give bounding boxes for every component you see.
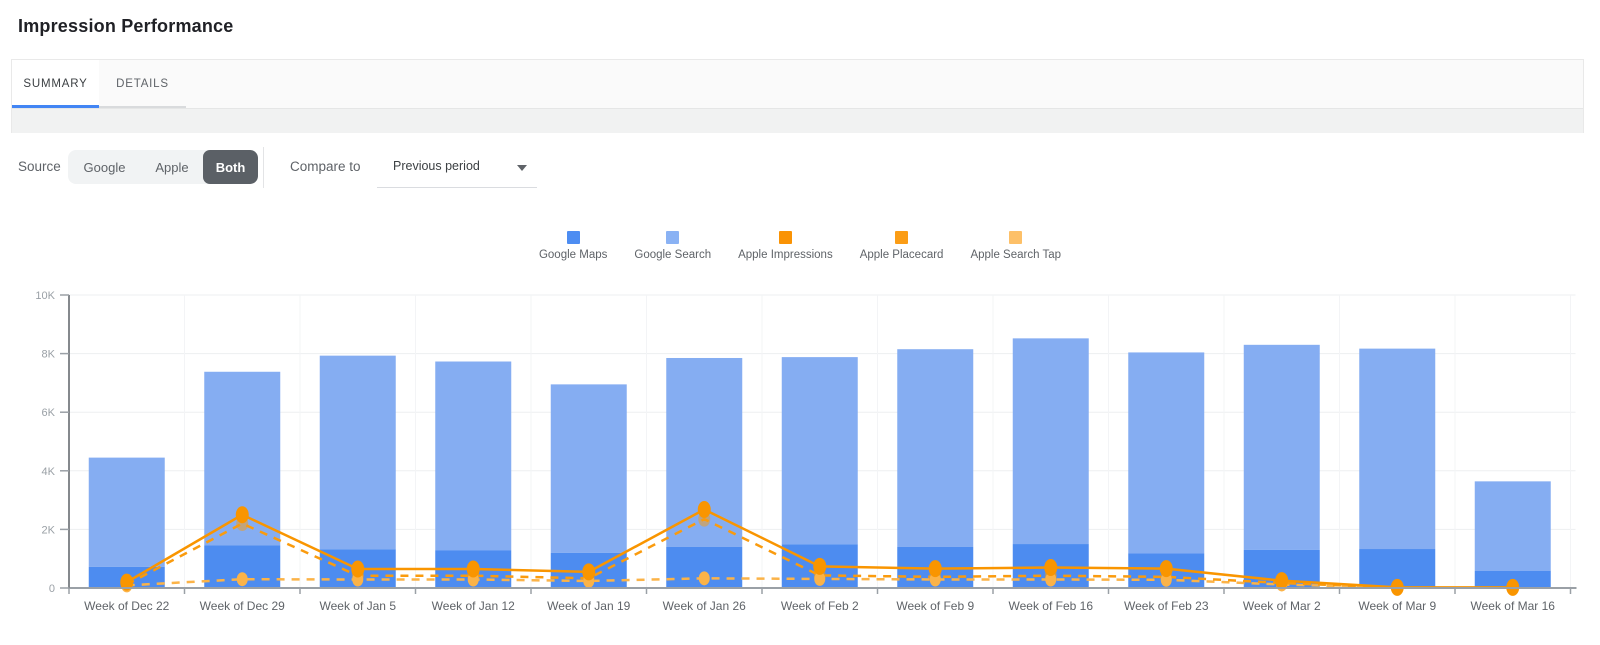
x-axis-label: Week of Jan 5	[320, 599, 397, 613]
point-apple-impressions	[582, 563, 596, 581]
bar-google-search	[1012, 338, 1089, 545]
x-axis-label: Week of Feb 9	[896, 599, 974, 613]
y-axis-label: 8K	[42, 349, 56, 361]
x-axis-label: Week of Jan 19	[547, 599, 630, 613]
x-axis-label: Week of Dec 22	[84, 599, 169, 613]
y-axis-label: 6K	[42, 407, 56, 419]
x-axis-label: Week of Mar 16	[1471, 599, 1556, 613]
legend-swatch-icon	[895, 231, 909, 244]
bar-google-search	[550, 384, 627, 553]
x-axis-label: Week of Feb 16	[1009, 599, 1094, 613]
legend-item-apple-impressions[interactable]: Apple Impressions	[738, 231, 833, 261]
x-axis-label: Week of Dec 29	[200, 599, 285, 613]
legend-item-apple-search-tap[interactable]: Apple Search Tap	[970, 231, 1061, 261]
legend-swatch-icon	[666, 231, 680, 244]
x-axis-label: Week of Jan 12	[432, 599, 515, 613]
x-axis-label: Week of Mar 9	[1358, 599, 1436, 613]
legend-item-google-maps[interactable]: Google Maps	[539, 231, 607, 261]
point-apple-impressions	[1044, 558, 1058, 576]
point-apple-search-tap	[814, 571, 826, 586]
point-apple-impressions	[120, 573, 134, 591]
compare-to-value: Previous period	[393, 159, 480, 173]
point-apple-impressions	[235, 506, 249, 524]
bar-google-search	[1128, 352, 1205, 554]
x-axis-label: Week of Feb 2	[781, 599, 859, 613]
bar-google-search	[1359, 348, 1436, 550]
source-option-apple[interactable]: Apple	[155, 159, 189, 175]
x-axis-label: Week of Feb 23	[1124, 599, 1209, 613]
point-apple-search-tap	[698, 571, 710, 586]
point-apple-impressions	[1275, 572, 1289, 590]
source-toggle: Google Apple Both	[68, 150, 258, 184]
bar-google-search	[435, 361, 512, 551]
x-axis-label: Week of Jan 26	[663, 599, 746, 613]
source-option-google[interactable]: Google	[83, 159, 126, 175]
controls-divider	[263, 147, 264, 188]
bar-google-search	[1243, 344, 1320, 550]
chart-area: 0 2K 4K 6K 8K 10K Week of Dec 22 Week of Dec 29…	[0, 270, 1600, 635]
point-apple-impressions	[697, 500, 711, 518]
bar-google-search	[319, 355, 396, 550]
y-axis-label: 2K	[42, 524, 56, 536]
legend-label: Apple Placecard	[859, 249, 944, 261]
bar-google-search	[781, 357, 858, 545]
legend-swatch-icon	[778, 231, 792, 244]
point-apple-impressions	[351, 560, 365, 578]
tab-summary-label: SUMMARY	[23, 78, 88, 90]
page-title: Impression Performance	[18, 16, 234, 36]
point-apple-search-tap	[236, 572, 248, 587]
tab-summary[interactable]: SUMMARY	[12, 60, 99, 108]
compare-to-select[interactable]: Previous period	[377, 150, 537, 188]
tab-details[interactable]: DETAILS	[99, 60, 186, 108]
legend-label: Google Maps	[538, 249, 608, 261]
chart-legend: Google Maps Google Search Apple Impression…	[0, 231, 1600, 261]
source-option-both[interactable]: Both	[203, 150, 258, 184]
bar-google-search	[897, 349, 974, 547]
y-axis-label: 4K	[42, 466, 56, 478]
combo-chart-svg: 0 2K 4K 6K 8K 10K Week of Dec 22 Week of Dec 29…	[35, 290, 1577, 613]
bar-google-search	[1474, 481, 1551, 571]
tab-row: SUMMARY DETAILS	[12, 60, 1583, 108]
point-apple-impressions	[1159, 560, 1173, 578]
point-apple-impressions	[466, 560, 480, 578]
y-axis-label: 0	[49, 583, 55, 595]
point-apple-impressions	[928, 560, 942, 578]
legend-item-google-search[interactable]: Google Search	[634, 231, 711, 261]
y-axis-label: 10K	[35, 290, 55, 302]
legend-label: Apple Search Tap	[970, 249, 1062, 261]
legend-label: Apple Impressions	[738, 249, 833, 261]
bar-google-search	[88, 457, 165, 567]
point-apple-impressions	[813, 557, 827, 575]
chevron-down-icon	[517, 165, 527, 171]
legend-swatch-icon	[566, 231, 580, 244]
legend-item-apple-placecard[interactable]: Apple Placecard	[859, 231, 944, 261]
x-axis-label: Week of Mar 2	[1243, 599, 1321, 613]
tabs-toolbar-strip	[12, 108, 1583, 133]
legend-label: Google Search	[634, 249, 712, 261]
point-apple-search-tap	[1045, 572, 1057, 587]
tab-details-label: DETAILS	[116, 78, 169, 90]
source-label: Source	[18, 159, 61, 174]
tabs-block: SUMMARY DETAILS	[11, 59, 1584, 133]
legend-swatch-icon	[1009, 231, 1023, 244]
compare-to-label: Compare to	[290, 159, 361, 174]
